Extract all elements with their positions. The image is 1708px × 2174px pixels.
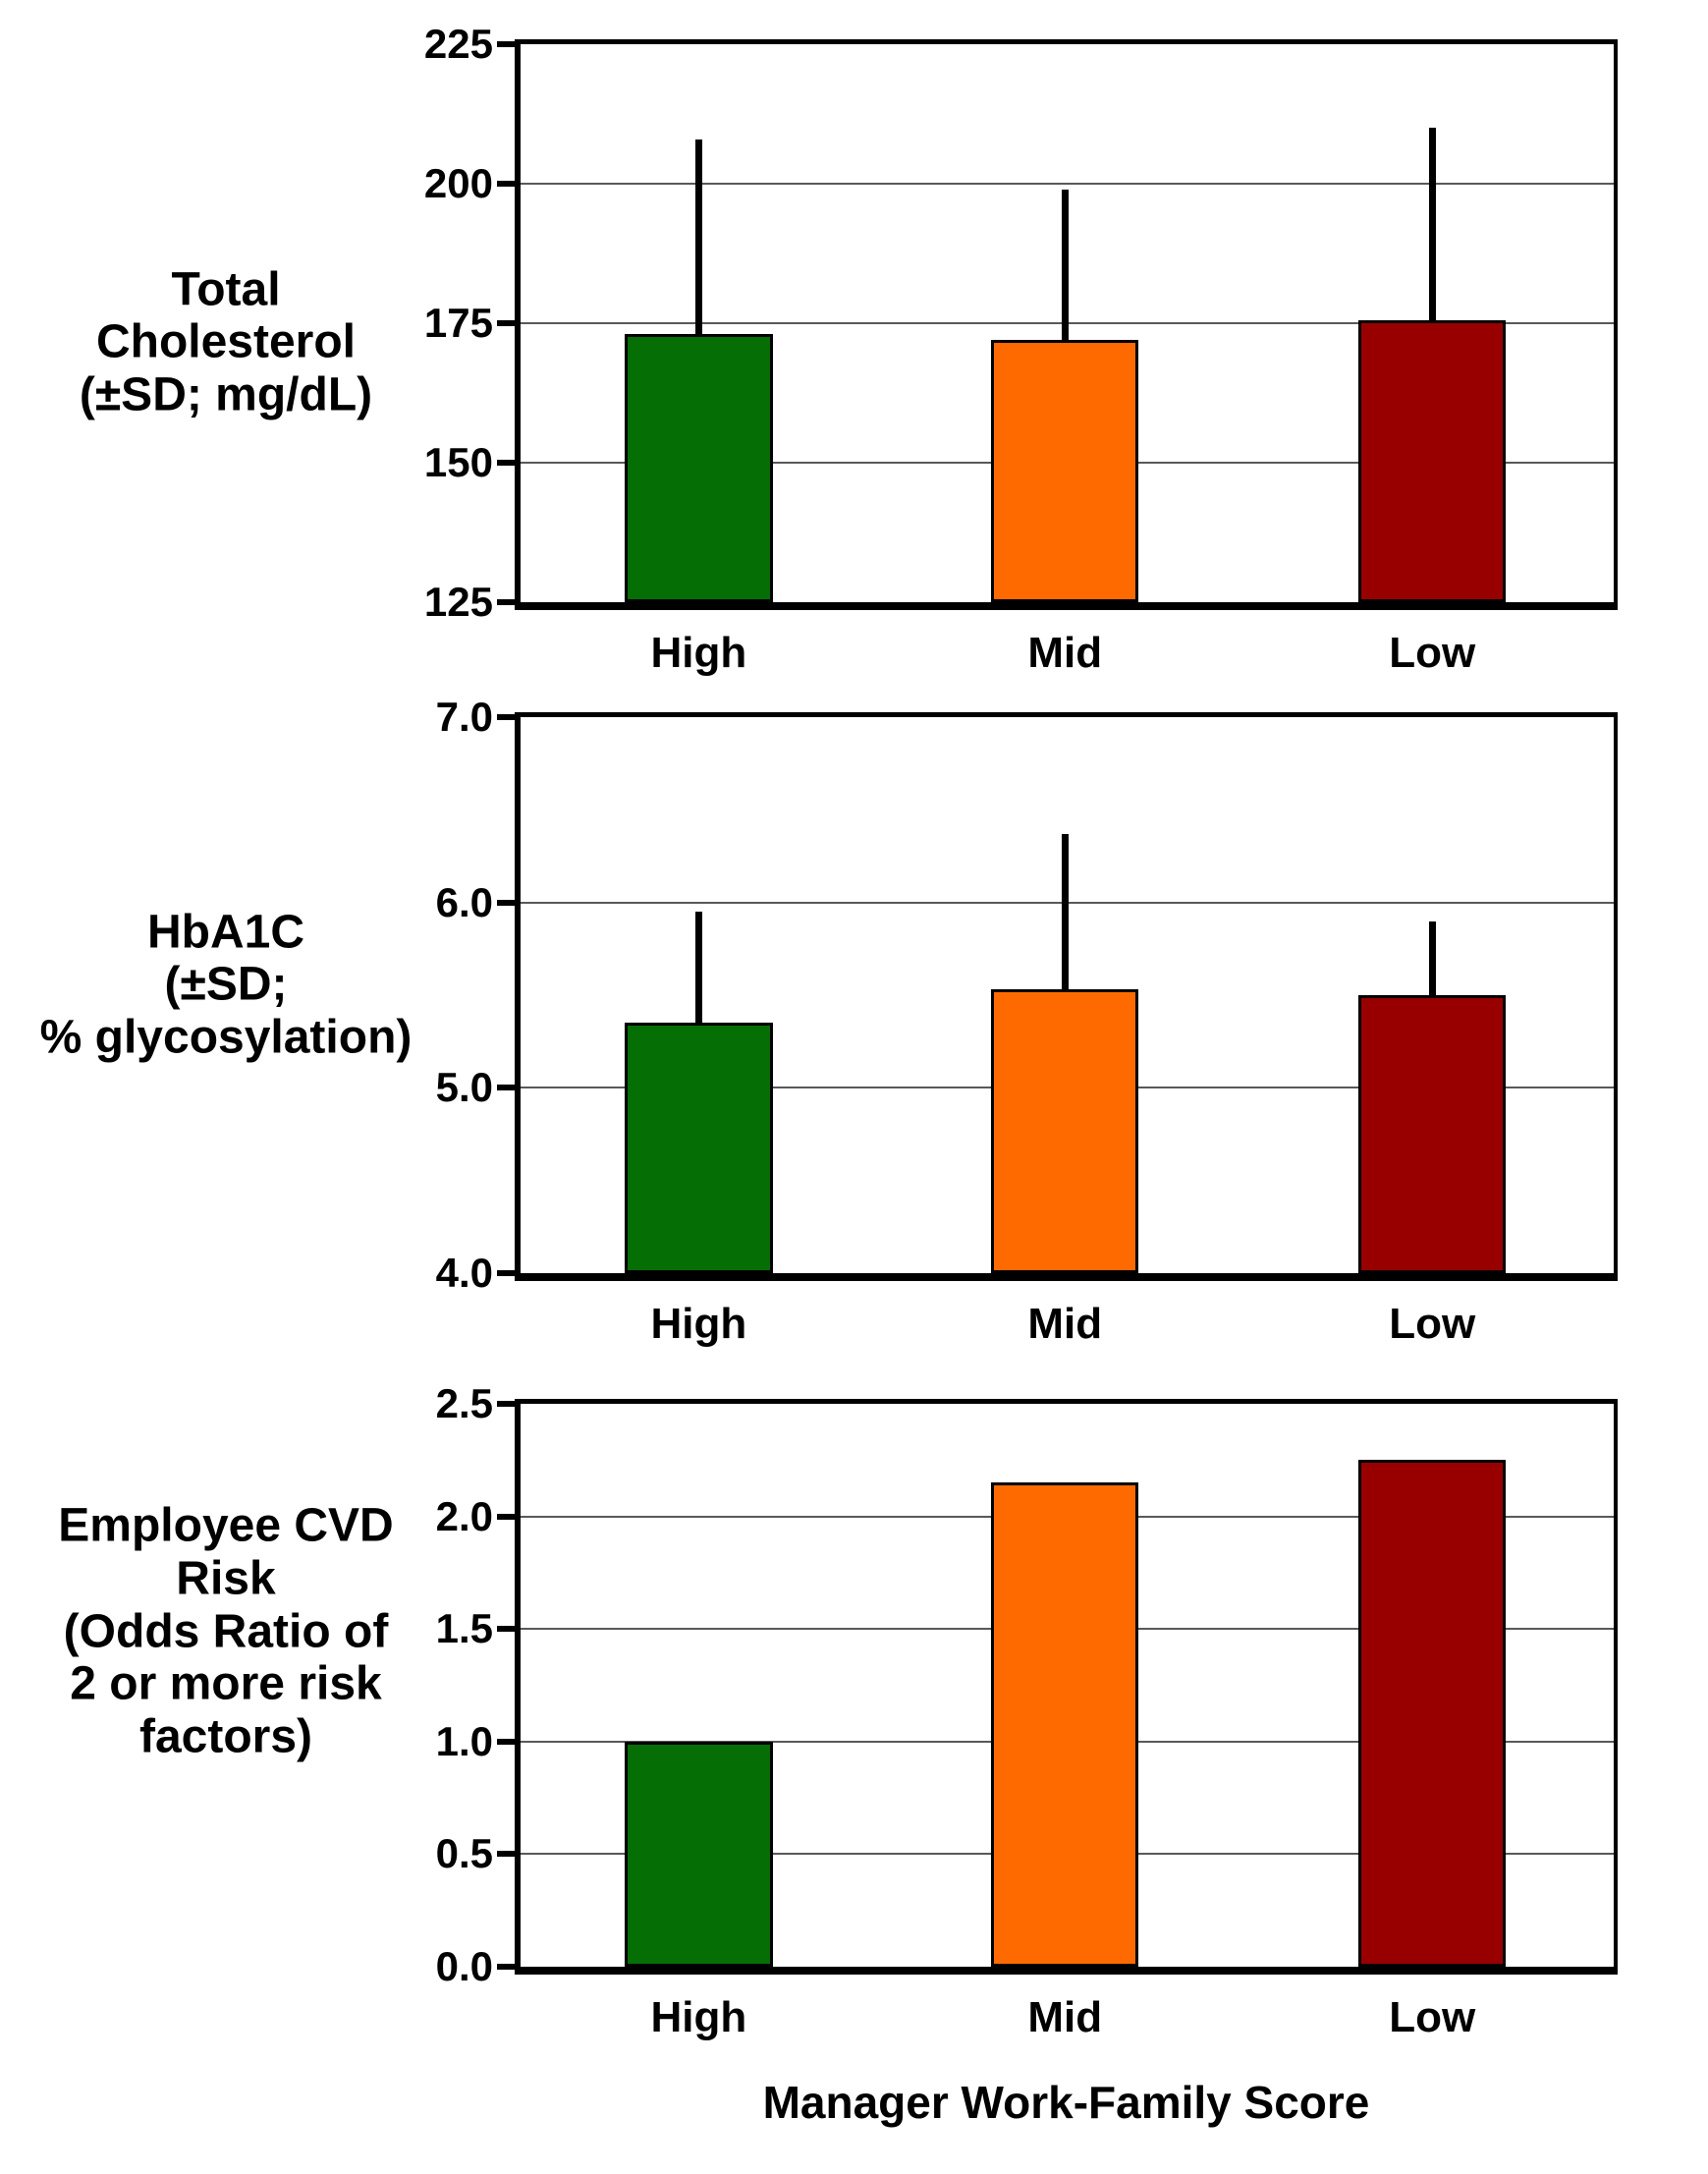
bar-low: [1358, 1460, 1507, 1967]
y-tick-label: 0.0: [435, 1943, 493, 1989]
gridline: [521, 901, 1614, 904]
gridline: [521, 1853, 1614, 1856]
y-tick-mark: [497, 1738, 515, 1745]
y-tick-mark: [497, 1270, 515, 1276]
y-tick-label: 2.5: [435, 1380, 493, 1426]
y-axis-title-line: 2 or more risk: [70, 1657, 382, 1710]
x-axis-title: Manager Work-Family Score: [762, 2077, 1370, 2128]
x-category-label: High: [650, 1300, 747, 1348]
y-tick-mark: [497, 320, 515, 326]
bar-low: [1358, 995, 1507, 1273]
gridline: [521, 1515, 1614, 1518]
y-axis-title: Employee CVD Risk (Odds Ratio of 2 or more …: [0, 1500, 452, 1764]
y-tick-mark: [497, 1401, 515, 1407]
y-axis-title-line: HbA1C: [146, 905, 304, 958]
error-bar-high: [694, 912, 702, 1024]
y-tick-mark: [497, 899, 515, 906]
gridline: [521, 1740, 1614, 1743]
bar-high: [625, 334, 773, 602]
gridline: [521, 462, 1614, 464]
y-axis-title: Total Cholesterol (±SD; mg/dL): [0, 263, 452, 421]
gridline: [521, 322, 1614, 324]
y-tick-mark: [497, 181, 515, 187]
error-bar-high: [694, 139, 702, 335]
y-tick-label: 0.5: [435, 1830, 493, 1877]
x-category-label: Mid: [1027, 629, 1103, 677]
gridline: [521, 1628, 1614, 1631]
y-tick-label: 125: [423, 579, 493, 625]
error-bar-low: [1428, 128, 1436, 321]
x-category-label: Mid: [1027, 1993, 1103, 2041]
y-tick-label: 225: [423, 21, 493, 67]
y-tick-label: 200: [423, 160, 493, 206]
x-category-label: High: [650, 629, 747, 677]
error-bar-low: [1428, 920, 1436, 995]
y-tick-label: 150: [423, 439, 493, 485]
x-category-label: Low: [1389, 1993, 1476, 2041]
bar-mid: [991, 340, 1139, 602]
plot-area: 125 150 175 200 225 High Mid Low: [424, 21, 1618, 677]
y-tick-mark: [497, 599, 515, 605]
y-tick-mark: [497, 1851, 515, 1858]
y-axis-title-line: (Odds Ratio of: [63, 1605, 389, 1658]
y-axis-title-line: Total: [171, 262, 281, 315]
y-axis-title-line: (±SD;: [164, 958, 288, 1011]
y-tick-label: 7.0: [435, 694, 493, 740]
y-tick-mark: [497, 1964, 515, 1970]
y-axis-title-line: (±SD; mg/dL): [79, 368, 373, 421]
y-axis-title-line: Employee CVD: [58, 1499, 394, 1552]
y-tick-mark: [497, 460, 515, 466]
y-tick-mark: [497, 714, 515, 720]
y-tick-mark: [497, 1626, 515, 1633]
y-tick-mark: [497, 1513, 515, 1520]
plot-area: 0.0 0.5 1.0 1.5 2.0 2.5 High Mid Low: [436, 1380, 1618, 2041]
y-axis-title-line: Cholesterol: [95, 315, 357, 368]
x-category-label: Low: [1389, 1300, 1476, 1348]
y-axis-title-line: Risk: [176, 1552, 276, 1605]
y-tick-label: 5.0: [435, 1064, 493, 1111]
x-category-label: High: [650, 1993, 747, 2041]
bar-high: [625, 1741, 773, 1967]
y-tick-mark: [497, 1085, 515, 1091]
gridline: [521, 1087, 1614, 1089]
bar-low: [1358, 320, 1507, 602]
y-tick-mark: [497, 41, 515, 47]
y-tick-label: 2.0: [435, 1492, 493, 1539]
y-axis-title-line: % glycosylation): [39, 1011, 413, 1064]
error-bar-mid: [1061, 833, 1069, 990]
y-tick-label: 175: [423, 300, 493, 346]
y-tick-label: 1.0: [435, 1717, 493, 1764]
x-category-label: Low: [1389, 629, 1476, 677]
y-tick-label: 1.5: [435, 1605, 493, 1652]
x-category-label: Mid: [1027, 1300, 1103, 1348]
plot-area: 4.0 5.0 6.0 7.0 High Mid Low: [436, 694, 1618, 1348]
gridline: [521, 183, 1614, 185]
y-axis-title-line: factors): [138, 1710, 313, 1763]
error-bar-mid: [1061, 189, 1069, 341]
y-axis-title: HbA1C (±SD;% glycosylation): [0, 906, 452, 1064]
bar-mid: [991, 989, 1139, 1273]
y-tick-label: 4.0: [435, 1250, 493, 1296]
bar-high: [625, 1023, 773, 1273]
y-tick-label: 6.0: [435, 878, 493, 925]
bar-mid: [991, 1482, 1139, 1967]
